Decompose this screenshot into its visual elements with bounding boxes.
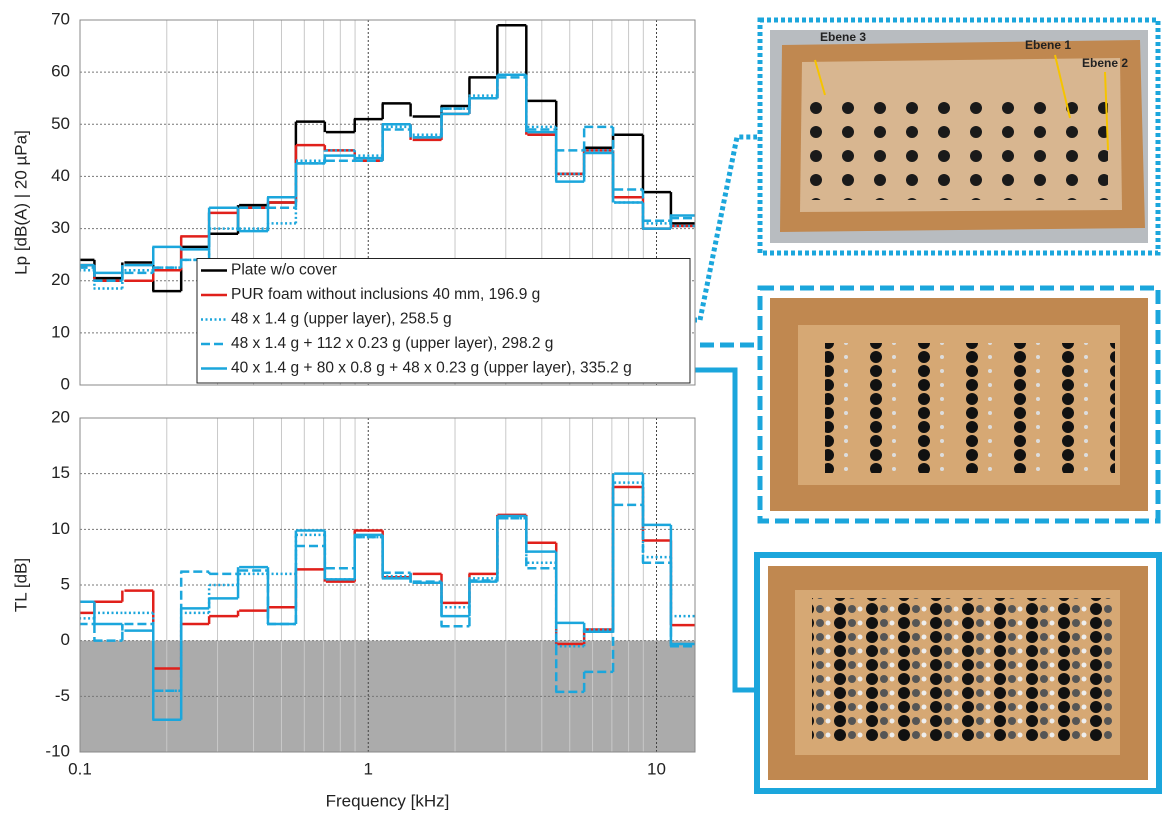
photo-2: [760, 288, 1158, 521]
y-tick-label: 10: [51, 519, 70, 538]
legend-label: Plate w/o cover: [231, 262, 337, 279]
y-tick-label: 5: [61, 574, 70, 593]
legend-label: 48 x 1.4 g (upper layer), 258.5 g: [231, 311, 452, 328]
y-tick-label: 20: [51, 407, 70, 426]
y-tick-label: -10: [45, 741, 70, 760]
y-tick-label: 30: [51, 218, 70, 237]
x-tick-label: 0.1: [68, 759, 92, 778]
photo-3: [757, 555, 1159, 791]
photo-label: Ebene 1: [1025, 38, 1071, 52]
y-tick-label: 70: [51, 9, 70, 28]
figure: Ebene 3 Ebene 1 Ebene 2 010203040506070L…: [0, 0, 1163, 817]
photo-1: Ebene 3 Ebene 1 Ebene 2: [760, 20, 1158, 253]
photo-label: Ebene 2: [1082, 56, 1128, 70]
y-tick-label: 40: [51, 166, 70, 185]
x-axis-title: Frequency [kHz]: [326, 791, 450, 810]
y-tick-label: 10: [51, 322, 70, 341]
y-axis-title: TL [dB]: [11, 558, 30, 612]
legend-label: 40 x 1.4 g + 80 x 0.8 g + 48 x 0.23 g (u…: [231, 360, 632, 377]
photo-label: Ebene 3: [820, 30, 866, 44]
y-tick-label: 60: [51, 62, 70, 81]
x-tick-label: 10: [647, 759, 666, 778]
y-axis-title: Lp [dB(A) | 20 µPa]: [11, 130, 30, 275]
legend-label: PUR foam without inclusions 40 mm, 196.9…: [231, 286, 540, 303]
legend-label: 48 x 1.4 g + 112 x 0.23 g (upper layer),…: [231, 335, 553, 352]
y-tick-label: 15: [51, 463, 70, 482]
y-tick-label: -5: [55, 686, 70, 705]
x-tick-label: 1: [364, 759, 373, 778]
y-tick-label: 50: [51, 114, 70, 133]
plot-area: [66, 418, 699, 752]
y-tick-label: 0: [61, 630, 70, 649]
y-tick-label: 0: [61, 374, 70, 393]
y-tick-label: 20: [51, 270, 70, 289]
